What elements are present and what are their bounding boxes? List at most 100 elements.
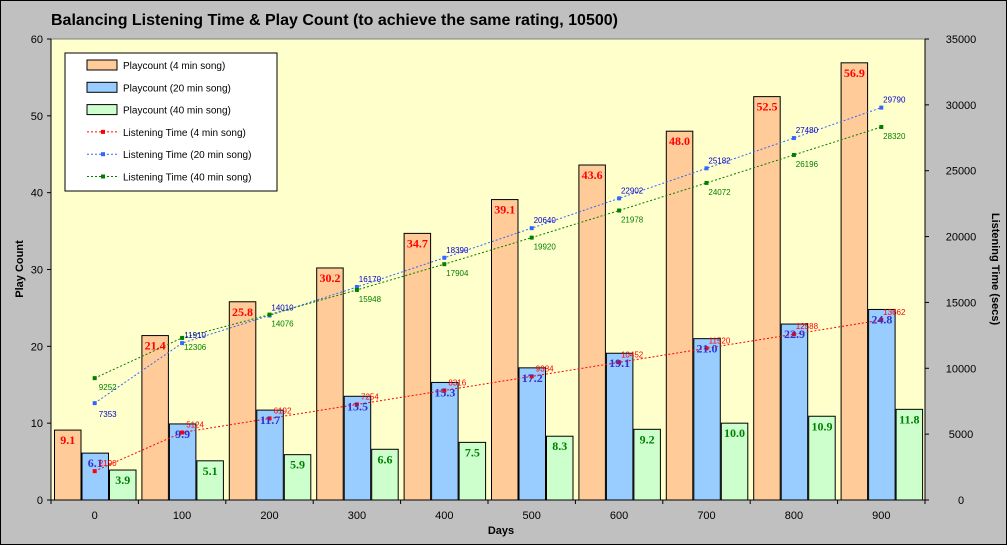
bar-label-series2-0: 6.1	[88, 456, 103, 470]
bar-label-series3-200: 5.9	[290, 458, 305, 472]
line-label-series1-700: 11520	[709, 336, 731, 345]
bar-series3-500	[546, 435, 574, 501]
line-label-series1-800: 12588	[796, 322, 819, 331]
bar-label-series3-300: 6.6	[377, 452, 392, 466]
bar-label-series3-0: 3.9	[115, 473, 130, 487]
y-tick-label-10: 10	[31, 418, 43, 430]
bar-series1-700	[665, 130, 694, 501]
line-point-series2-300	[354, 285, 359, 290]
bar-label-series2-300: 13.5	[347, 399, 368, 413]
x-tick-label-700: 700	[697, 510, 715, 522]
bar-series1-200	[228, 301, 257, 501]
bar-label-series3-600: 9.2	[640, 432, 655, 446]
line-point-series3-200	[267, 312, 272, 317]
bar-label-series2-600: 19.1	[609, 356, 630, 370]
bar-series3-800	[808, 415, 836, 501]
bar-series1-0	[54, 429, 82, 501]
axes-layer: 0102030405060050001000015000200002500030…	[31, 34, 977, 522]
x-tick-label-600: 600	[610, 510, 628, 522]
bar-series2-200	[256, 409, 284, 501]
legend-label-playcount-4-min-song: Playcount (4 min song)	[123, 61, 225, 72]
line-point-series3-800	[791, 152, 796, 157]
line-point-series3-900	[879, 124, 884, 129]
labels-layer: 9.1 21.4 25.8 30.2 34.7 39.1 43.6 48.0 52.5 56.9 6…	[60, 66, 919, 487]
line-label-series1-500: 9384	[536, 364, 554, 373]
line-label-series1-300: 7254	[361, 392, 379, 401]
line-point-series2-600	[617, 196, 622, 201]
legend-label-listening-time-4-min-song: Listening Time (4 min song)	[123, 128, 246, 139]
legend-label-listening-time-20-min-song: Listening Time (20 min song)	[123, 150, 251, 161]
bar-label-series1-400: 34.7	[407, 236, 428, 250]
x-tick-label-800: 800	[785, 510, 803, 522]
bar-label-series2-800: 22.9	[784, 327, 805, 341]
bar-series3-600	[633, 428, 661, 501]
bar-label-series2-500: 17.2	[522, 371, 543, 385]
x-tick-label-300: 300	[348, 510, 366, 522]
line-label-series1-600: 10452	[621, 350, 644, 359]
line-label-series1-100: 5124	[186, 421, 204, 430]
line-label-series3-200: 14076	[271, 320, 294, 329]
line-label-series2-300: 16170	[359, 275, 382, 284]
bar-label-series1-600: 43.6	[582, 168, 603, 182]
line-label-series2-800: 27480	[796, 126, 819, 135]
line-point-series2-900	[879, 105, 884, 110]
legend-swatch-playcount-20-min-song	[86, 81, 118, 93]
bar-label-series1-700: 48.0	[669, 134, 690, 148]
legend-label-listening-time-40-min-song: Listening Time (40 min song)	[123, 173, 251, 184]
line-point-series2-800	[791, 136, 796, 141]
line-point-series2-0	[92, 401, 97, 406]
bar-series2-100	[168, 423, 197, 501]
bar-series1-800	[753, 96, 781, 501]
line-point-series2-100	[180, 341, 185, 346]
bar-label-series3-400: 7.5	[465, 445, 480, 459]
chart-title: Balancing Listening Time & Play Count (t…	[51, 12, 618, 29]
bar-series1-100	[141, 335, 169, 501]
bar-label-series3-500: 8.3	[552, 439, 567, 453]
line-point-series1-0	[92, 469, 97, 474]
line-point-series3-0	[92, 376, 97, 381]
line-point-series3-400	[442, 262, 447, 267]
line-label-series3-900: 28320	[883, 132, 906, 141]
line-point-series3-700	[704, 180, 709, 185]
x-tick-label-400: 400	[435, 510, 453, 522]
y2-tick-label-30000: 30000	[946, 100, 977, 112]
bar-label-series2-700: 21.0	[697, 342, 718, 356]
bar-label-series2-900: 24.8	[871, 312, 892, 326]
bar-label-series1-200: 25.8	[232, 305, 253, 319]
y-tick-label-60: 60	[31, 34, 43, 46]
line-label-series3-400: 17904	[446, 269, 469, 278]
line-label-series3-100: 12306	[184, 343, 207, 352]
line-label-series2-500: 20640	[534, 216, 557, 225]
bar-label-series1-500: 39.1	[494, 203, 515, 217]
legend-box	[64, 52, 278, 192]
bar-label-series2-100: 9.9	[175, 427, 190, 441]
bar-label-series1-300: 30.2	[319, 271, 340, 285]
line-label-series1-900: 13662	[883, 308, 906, 317]
line-label-series2-900: 29790	[883, 96, 906, 105]
y2-tick-label-0: 0	[958, 495, 964, 507]
line-point-series2-500	[529, 226, 534, 231]
line-point-series3-500	[529, 235, 534, 240]
y-tick-label-40: 40	[31, 188, 43, 200]
line-label-series1-0: 2190	[99, 459, 117, 468]
line-point-series3-300	[354, 287, 359, 292]
line-point-series1-900	[879, 318, 884, 323]
y2-tick-label-20000: 20000	[946, 232, 977, 244]
line-point-series1-300	[354, 402, 359, 407]
line-point-series1-400	[442, 388, 447, 393]
y-tick-label-30: 30	[31, 265, 43, 277]
bar-series2-700	[693, 338, 721, 501]
x-tick-label-100: 100	[173, 510, 191, 522]
bars-layer	[54, 62, 924, 501]
bar-series1-400	[403, 232, 432, 501]
bar-series1-600	[578, 164, 606, 501]
line-label-series2-600: 22902	[621, 186, 644, 195]
y2-tick-label-35000: 35000	[946, 34, 977, 46]
bar-series2-900	[868, 308, 896, 501]
y2-tick-label-10000: 10000	[946, 363, 977, 375]
bar-label-series2-400: 15.3	[434, 385, 455, 399]
bar-label-series1-0: 9.1	[60, 433, 75, 447]
line-label-series3-300: 15948	[359, 295, 382, 304]
